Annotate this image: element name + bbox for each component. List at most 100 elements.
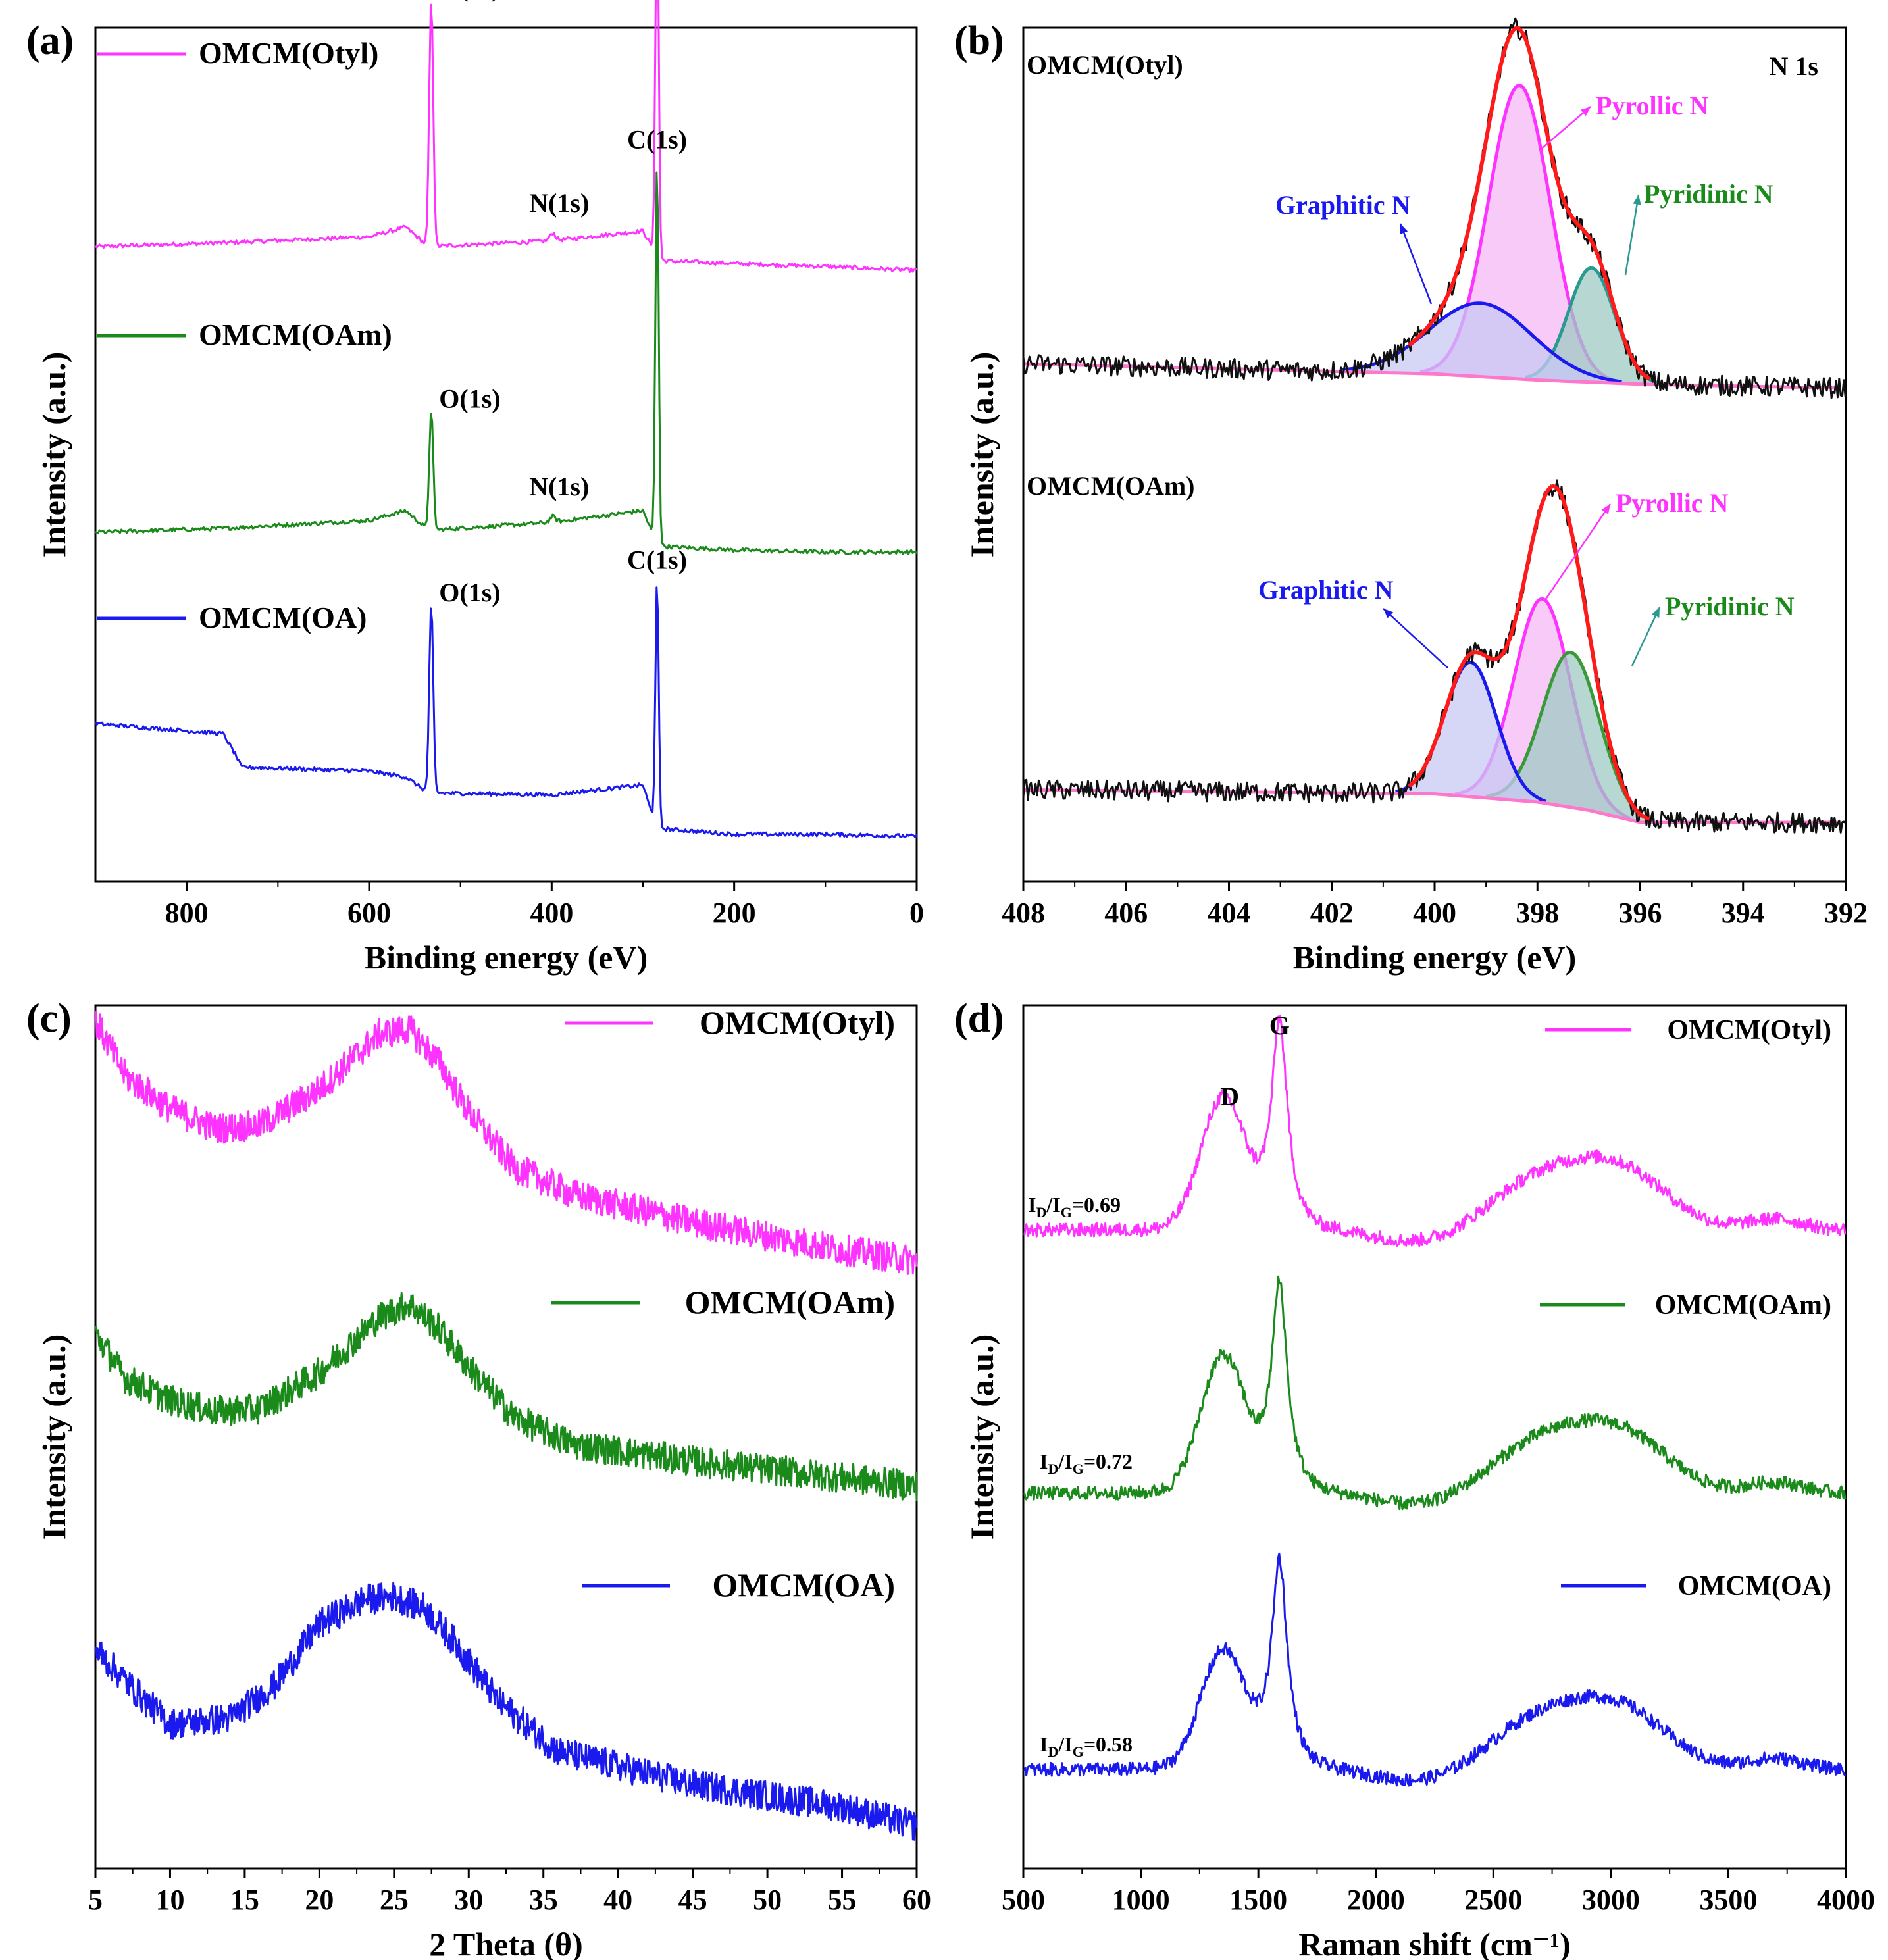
- component-label: Pyrollic N: [1616, 488, 1729, 518]
- component-fill-Graphitic N: [1340, 303, 1622, 384]
- x-tick-label: 402: [1310, 897, 1354, 929]
- annotation-arrow: [1399, 223, 1433, 305]
- fit-envelope-line: [1408, 484, 1650, 821]
- x-tick-label: 398: [1516, 897, 1559, 929]
- ratio-label: ID/IG=0.58: [1040, 1732, 1133, 1760]
- plot-frame: [1022, 1004, 1847, 1870]
- component-label: Graphitic N: [1275, 190, 1411, 220]
- x-axis-label: Binding energy (eV): [1293, 939, 1577, 976]
- ratio-label-part: D: [1048, 1744, 1058, 1760]
- component-label: Pyridinic N: [1665, 591, 1795, 621]
- x-tick-label: 400: [530, 897, 573, 929]
- panel-c: 5 10 15 20 25 30 35 40 45 50 55 60 2 Theta (θ) Intens…: [26, 996, 931, 1960]
- y-axis-label: Intensity (a.u.): [963, 1334, 1000, 1540]
- annotation-arrow-head: [1633, 195, 1641, 205]
- peak-annotation: N(1s): [529, 188, 589, 218]
- legend-label: OMCM(OAm): [199, 318, 392, 351]
- y-axis-label: Intensity (a.u.): [963, 352, 1000, 558]
- legend-label: OMCM(OA): [1678, 1571, 1831, 1601]
- series-line-OMCM(Otyl): [1023, 1015, 1847, 1247]
- fit-envelope-line: [1408, 26, 1651, 381]
- panel-a: 800 600 400 200 0 Binding energy (eV) Intensit…: [26, 0, 924, 976]
- legend-label: OMCM(OAm): [1655, 1290, 1831, 1320]
- x-tick-label: 20: [305, 1884, 334, 1916]
- ratio-label-part: G: [1073, 1744, 1084, 1760]
- annotation-arrow-head: [1580, 107, 1591, 116]
- x-tick-label: 60: [902, 1884, 931, 1916]
- series-line-OMCM(OAm): [1023, 1275, 1847, 1511]
- legend-label: OMCM(Otyl): [1667, 1015, 1831, 1045]
- component-label: Pyridinic N: [1644, 179, 1773, 209]
- ratio-label: ID/IG=0.72: [1040, 1449, 1133, 1477]
- ratio-label-part: =: [1072, 1193, 1084, 1217]
- x-tick-label: 800: [165, 897, 209, 929]
- legend-label: OMCM(Otyl): [700, 1004, 895, 1041]
- x-tick-label: 4000: [1817, 1884, 1875, 1916]
- annotation-arrow-head: [1383, 609, 1394, 618]
- peak-annotation: N(1s): [529, 472, 589, 501]
- y-axis-label: Intensity (a.u.): [36, 1334, 72, 1540]
- peak-annotation: C(1s): [627, 545, 687, 574]
- x-tick-label: 1000: [1112, 1884, 1170, 1916]
- series-line-OMCM(Otyl): [94, 0, 917, 273]
- series-line-OMCM(OA): [95, 1582, 918, 1841]
- ratio-label-part: /I: [1058, 1449, 1072, 1473]
- series-line-OMCM(Otyl): [95, 1011, 918, 1275]
- peak-annotation: O(1s): [439, 384, 500, 414]
- panel-b: 408 406 404 402 400 398 396 394 392 Binding energ…: [954, 17, 1868, 976]
- annotation-arrow: [1624, 194, 1640, 276]
- annotation-arrow: [1631, 607, 1661, 666]
- x-tick-label: 2000: [1347, 1884, 1405, 1916]
- annotation-arrow-head: [1601, 504, 1610, 515]
- ratio-label-part: D: [1048, 1461, 1058, 1477]
- component-fill-Graphitic N: [1395, 662, 1546, 803]
- x-tick-label: 10: [155, 1884, 184, 1916]
- annotation-arrow: [1383, 608, 1448, 668]
- series-line-OMCM(OAm): [95, 171, 918, 555]
- x-tick-label: 25: [380, 1884, 409, 1916]
- annotation-arrow-head: [1400, 224, 1408, 234]
- x-tick-label: 3500: [1699, 1884, 1757, 1916]
- peak-annotation: D: [1220, 1082, 1239, 1111]
- ratio-label-part: /I: [1058, 1732, 1072, 1756]
- x-tick-label: 1500: [1229, 1884, 1287, 1916]
- series-line-OMCM(OA): [94, 586, 918, 839]
- peak-annotation: G: [1269, 1011, 1290, 1040]
- panel-d: 500 1000 1500 2000 2500 3000 3500 4000 Raman shi…: [954, 996, 1875, 1960]
- x-tick-label: 396: [1619, 897, 1662, 929]
- x-tick-label: 0: [909, 897, 924, 929]
- x-tick-label: 394: [1722, 897, 1765, 929]
- peak-annotation: C(1s): [627, 124, 687, 154]
- ratio-label-part: G: [1061, 1204, 1072, 1220]
- sample-label: OMCM(Otyl): [1027, 50, 1183, 80]
- x-tick-label: 400: [1413, 897, 1456, 929]
- peak-annotation: O(1s): [439, 578, 500, 607]
- x-tick-label: 40: [603, 1884, 632, 1916]
- panel-label: (d): [954, 996, 1004, 1041]
- ratio-label-part: =: [1084, 1449, 1096, 1473]
- legend-label: OMCM(OA): [712, 1567, 895, 1603]
- x-tick-label: 55: [828, 1884, 857, 1916]
- x-tick-label: 30: [454, 1884, 483, 1916]
- x-tick-label: 35: [529, 1884, 558, 1916]
- x-tick-label: 600: [347, 897, 391, 929]
- annotation-arrow: [1544, 503, 1612, 601]
- ratio-label-part: 0.72: [1096, 1449, 1133, 1473]
- ratio-label-part: I: [1040, 1732, 1048, 1756]
- ratio-label-part: G: [1073, 1461, 1084, 1477]
- ratio-label-part: 0.58: [1096, 1732, 1133, 1756]
- panel-label: (a): [26, 18, 74, 63]
- x-tick-label: 5: [88, 1884, 103, 1916]
- x-tick-label: 45: [678, 1884, 707, 1916]
- plot-frame: [94, 26, 918, 883]
- annotation-arrow: [1539, 106, 1591, 151]
- peak-annotation: O(1s): [439, 0, 500, 2]
- x-tick-label: 50: [753, 1884, 782, 1916]
- ratio-label-part: I: [1028, 1193, 1036, 1217]
- x-axis-label: 2 Theta (θ): [429, 1926, 583, 1960]
- ratio-label: ID/IG=0.69: [1028, 1193, 1121, 1220]
- x-tick-label: 406: [1104, 897, 1148, 929]
- component-label: Pyrollic N: [1596, 91, 1709, 120]
- ratio-label-part: I: [1040, 1449, 1048, 1473]
